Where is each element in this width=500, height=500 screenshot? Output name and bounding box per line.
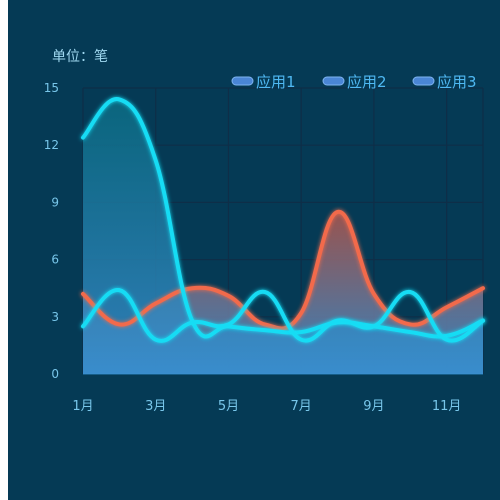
x-tick-label: 3月	[145, 399, 166, 414]
unit-label: 单位：笔	[52, 49, 108, 65]
y-tick-label: 6	[51, 253, 59, 267]
y-tick-label: 0	[51, 367, 59, 381]
legend-swatch	[322, 76, 345, 86]
legend-label: 应用2	[347, 73, 387, 91]
x-tick-label: 7月	[291, 399, 312, 414]
y-tick-label: 15	[44, 81, 59, 95]
area-fills	[83, 99, 483, 375]
x-tick-label: 5月	[218, 399, 239, 414]
legend-label: 应用3	[437, 73, 477, 91]
legend-item[interactable]: 应用2	[322, 73, 387, 91]
series-line-1	[81, 209, 485, 331]
series-lines	[81, 97, 485, 343]
x-tick-label: 9月	[363, 399, 384, 414]
series-line-2	[81, 97, 485, 339]
legend-item[interactable]: 应用1	[231, 73, 296, 91]
legend-label: 应用1	[256, 73, 296, 91]
area-fill-2	[83, 99, 483, 375]
x-tick-label: 1月	[72, 399, 93, 414]
y-tick-label: 12	[44, 138, 59, 152]
series-line-3	[81, 288, 485, 343]
y-tick-label: 3	[51, 310, 59, 324]
legend-swatch	[412, 76, 435, 86]
x-tick-label: 11月	[432, 399, 462, 414]
legend[interactable]: 应用1 应用2 应用3	[231, 73, 477, 91]
legend-swatch	[231, 76, 254, 86]
y-tick-label: 9	[51, 195, 59, 209]
legend-item[interactable]: 应用3	[412, 73, 477, 91]
axis-labels: 0 3 6 9 12 15 1月 3月 5月 7月 9月 11月	[44, 81, 462, 414]
